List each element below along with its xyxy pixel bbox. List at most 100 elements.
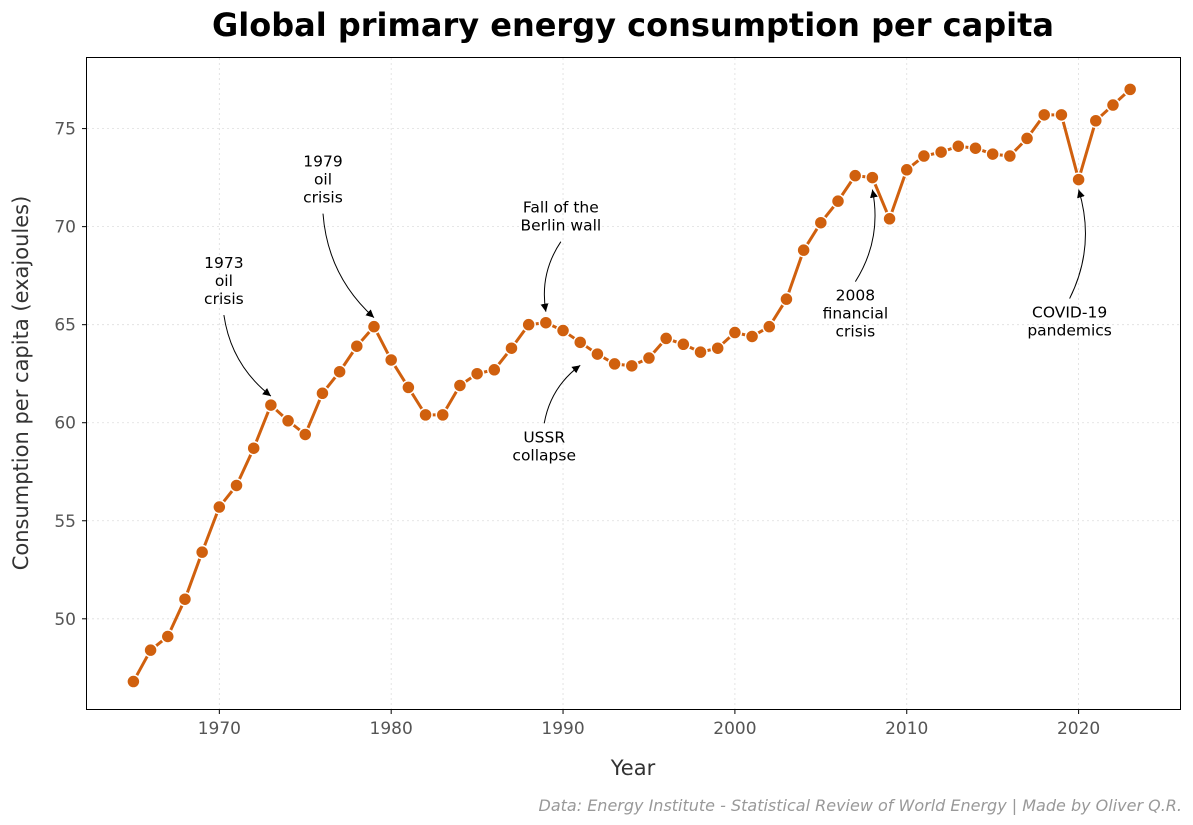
data-point xyxy=(624,358,640,374)
data-point xyxy=(693,344,708,360)
data-point xyxy=(143,642,158,658)
data-point xyxy=(985,146,1000,162)
annotation: 2008 financial crisis xyxy=(823,189,889,341)
data-point xyxy=(487,362,502,378)
annotation-label: 2008 financial crisis xyxy=(823,287,889,341)
data-point xyxy=(813,215,829,230)
data-point xyxy=(538,315,554,330)
y-axis-label: Consumption per capita (exajoules) xyxy=(9,196,33,571)
annotation-line: 1973 xyxy=(204,254,243,272)
data-point xyxy=(1088,113,1104,128)
annotation-line: collapse xyxy=(512,446,576,464)
x-tick-label: 2020 xyxy=(1057,719,1100,739)
y-tick-label: 50 xyxy=(54,610,76,630)
annotation-line: Fall of the xyxy=(523,199,599,217)
data-point xyxy=(727,325,743,340)
annotation-line: crisis xyxy=(303,189,343,207)
data-point xyxy=(246,440,261,456)
data-point xyxy=(899,162,914,178)
data-point xyxy=(194,544,210,560)
data-point xyxy=(418,407,433,423)
data-point xyxy=(1036,107,1052,123)
data-point xyxy=(710,340,725,356)
data-point xyxy=(762,319,777,334)
data-point xyxy=(607,356,622,372)
data-point xyxy=(452,378,468,393)
data-point xyxy=(280,413,296,429)
data-point xyxy=(469,366,485,381)
x-tick-label: 2010 xyxy=(885,719,928,739)
data-point xyxy=(332,364,347,379)
data-point xyxy=(916,148,932,164)
annotation-line: 1979 xyxy=(303,153,342,171)
y-tick-label: 75 xyxy=(54,120,76,140)
x-tick-label: 1990 xyxy=(541,719,584,739)
y-tick-label: 55 xyxy=(54,512,76,532)
axis-ticks: 1970 1980 1990 2000 2010 2020 50 55 60 65 70 75 xyxy=(54,120,1100,739)
annotation-label: COVID-19 pandemics xyxy=(1027,304,1112,340)
annotation: Fall of the Berlin wall xyxy=(521,199,602,312)
data-point xyxy=(349,338,365,354)
data-point xyxy=(933,144,949,160)
annotation-arrow xyxy=(543,364,581,424)
data-point xyxy=(882,211,897,227)
annotation-arrow xyxy=(223,314,272,397)
annotation-arrow xyxy=(540,241,562,312)
annotation-arrow xyxy=(1069,189,1086,299)
data-point xyxy=(212,499,227,515)
data-point xyxy=(590,346,605,362)
annotation-line: USSR xyxy=(523,428,565,446)
annotation: COVID-19 pandemics xyxy=(1027,189,1112,340)
data-point xyxy=(1054,107,1069,123)
y-tick-label: 60 xyxy=(54,414,76,434)
data-point xyxy=(796,242,811,258)
annotation-arrow xyxy=(322,213,375,319)
series-line xyxy=(132,88,1132,683)
annotation-line: financial xyxy=(823,305,889,323)
data-series xyxy=(126,82,1138,689)
data-point xyxy=(779,291,794,307)
annotation-arrow xyxy=(854,189,878,282)
annotation-label: 1973 oil crisis xyxy=(204,254,244,308)
data-point xyxy=(1122,82,1138,97)
source-note: Data: Energy Institute - Statistical Rev… xyxy=(539,796,1182,815)
annotation-line: COVID-19 xyxy=(1032,304,1107,322)
data-point xyxy=(1105,97,1121,113)
annotation-line: 2008 xyxy=(836,287,875,305)
y-tick-label: 70 xyxy=(54,218,76,238)
data-point xyxy=(126,674,141,689)
data-point xyxy=(641,350,657,366)
data-point xyxy=(366,319,382,334)
data-point xyxy=(951,138,966,154)
data-point xyxy=(676,337,691,352)
data-point xyxy=(847,168,863,183)
chart-title: Global primary energy consumption per ca… xyxy=(212,6,1054,44)
data-point xyxy=(1002,148,1018,164)
y-tick-label: 65 xyxy=(54,316,76,336)
data-point xyxy=(658,331,674,346)
data-point xyxy=(865,170,880,185)
data-point xyxy=(504,340,519,356)
annotation-line: oil xyxy=(215,272,233,290)
data-point xyxy=(521,317,536,332)
data-point xyxy=(435,407,450,423)
x-axis-label: Year xyxy=(610,756,656,780)
data-point xyxy=(1071,172,1086,187)
annotation-line: crisis xyxy=(836,323,876,341)
annotation-line: pandemics xyxy=(1027,322,1112,340)
data-point xyxy=(830,193,846,209)
data-point xyxy=(383,352,399,368)
annotation: 1973 oil crisis xyxy=(204,254,272,397)
annotation-label: USSR collapse xyxy=(512,428,576,464)
annotation: USSR collapse xyxy=(512,364,581,464)
gridlines xyxy=(87,58,1180,709)
data-point xyxy=(229,478,244,493)
data-point xyxy=(177,591,193,607)
annotation-line: crisis xyxy=(204,290,244,308)
annotation-line: Berlin wall xyxy=(521,217,602,235)
x-tick-label: 1970 xyxy=(198,719,241,739)
data-point xyxy=(263,397,279,413)
data-point xyxy=(555,323,571,338)
